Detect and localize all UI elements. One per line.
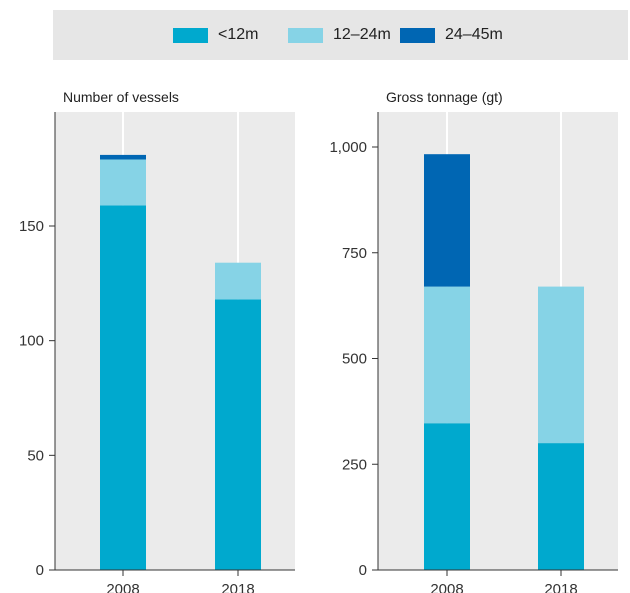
y-tick-label: 0 [36, 562, 44, 579]
bar-segment [100, 205, 146, 570]
x-tick-label: 2008 [106, 581, 139, 593]
bar-segment [424, 423, 470, 570]
y-tick-label: 50 [27, 447, 44, 464]
bar-segment [424, 287, 470, 424]
x-tick-label: 2008 [430, 581, 463, 593]
panel-title: Number of vessels [63, 89, 179, 105]
y-tick-label: 250 [342, 456, 367, 473]
panel-title: Gross tonnage (gt) [386, 89, 503, 105]
bar-segment [215, 299, 261, 570]
x-tick-label: 2018 [544, 581, 577, 593]
bar-segment [538, 443, 584, 570]
bar-segment [538, 287, 584, 444]
chart-panel-2: Gross tonnage (gt) 0 250 500 750 1,000 2008 201… [329, 89, 618, 593]
bar-segment [215, 263, 261, 300]
bar-segment [100, 159, 146, 205]
y-tick-label: 1,000 [329, 139, 367, 156]
y-tick-label: 100 [19, 333, 44, 350]
bar-segment [100, 155, 146, 160]
y-tick-label: 0 [359, 562, 367, 579]
y-tick-label: 750 [342, 245, 367, 262]
chart-panel-1: Number of vessels 0 50 100 150 2008 2018 [19, 89, 295, 593]
y-tick-label: 500 [342, 351, 367, 368]
bar-segment [424, 154, 470, 286]
x-tick-label: 2018 [221, 581, 254, 593]
y-tick-label: 150 [19, 218, 44, 235]
